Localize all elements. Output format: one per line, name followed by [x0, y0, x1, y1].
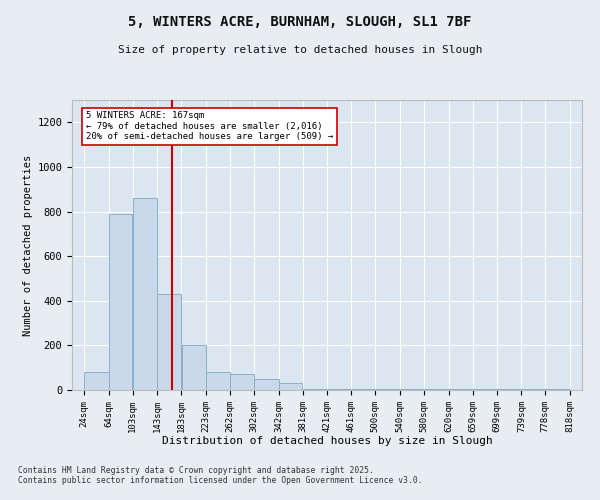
Text: 5 WINTERS ACRE: 167sqm
← 79% of detached houses are smaller (2,016)
20% of semi-: 5 WINTERS ACRE: 167sqm ← 79% of detached… — [86, 111, 334, 141]
Text: Size of property relative to detached houses in Slough: Size of property relative to detached ho… — [118, 45, 482, 55]
Bar — [85, 372, 109, 390]
Bar — [254, 379, 278, 390]
Text: Contains HM Land Registry data © Crown copyright and database right 2025.
Contai: Contains HM Land Registry data © Crown c… — [18, 466, 422, 485]
Bar — [230, 374, 254, 390]
Y-axis label: Number of detached properties: Number of detached properties — [23, 154, 33, 336]
Text: 5, WINTERS ACRE, BURNHAM, SLOUGH, SL1 7BF: 5, WINTERS ACRE, BURNHAM, SLOUGH, SL1 7B… — [128, 15, 472, 29]
Bar — [449, 389, 472, 390]
Bar — [182, 346, 206, 390]
Bar — [545, 389, 569, 390]
Bar — [133, 198, 157, 390]
Bar — [109, 214, 133, 390]
Bar — [279, 384, 302, 390]
Bar — [206, 372, 230, 390]
X-axis label: Distribution of detached houses by size in Slough: Distribution of detached houses by size … — [161, 436, 493, 446]
Bar — [302, 389, 327, 390]
Bar — [157, 294, 181, 390]
Bar — [376, 389, 400, 390]
